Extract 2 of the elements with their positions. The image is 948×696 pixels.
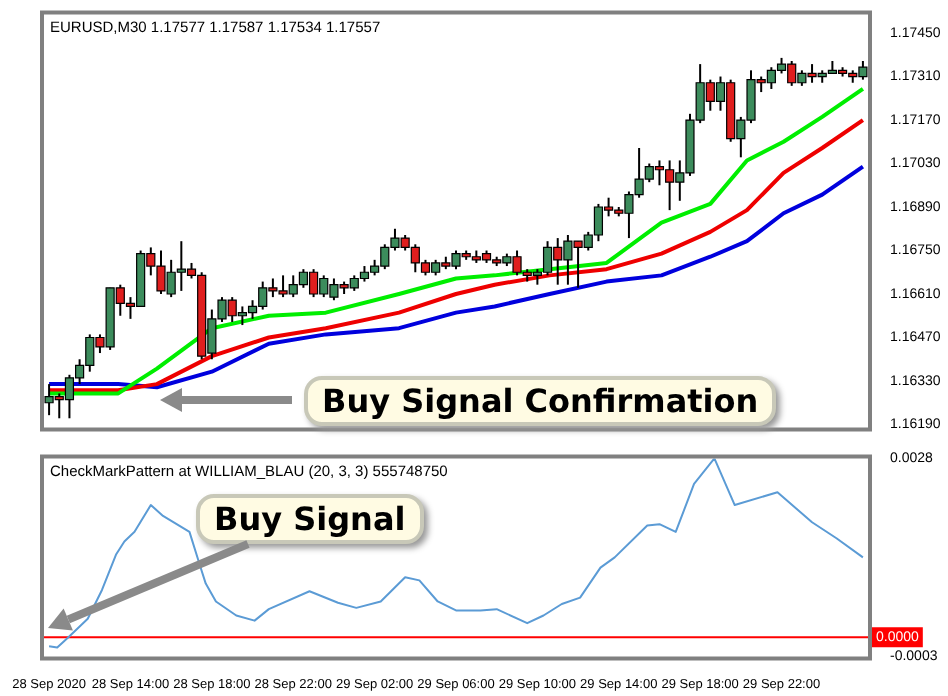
annotation: Buy Signal Confirmation [304, 376, 777, 426]
annotation: Buy Signal [196, 494, 424, 544]
